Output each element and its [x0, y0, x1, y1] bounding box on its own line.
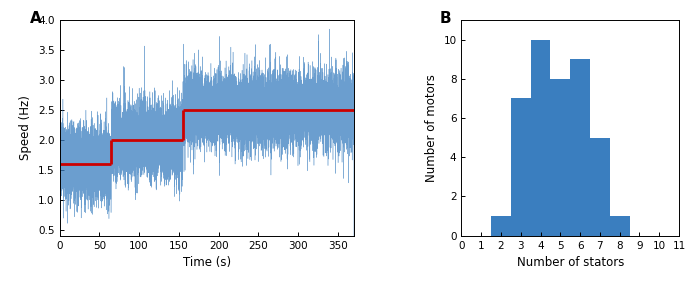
- Y-axis label: Number of motors: Number of motors: [425, 74, 438, 182]
- Bar: [491, 216, 511, 236]
- Bar: [590, 138, 610, 236]
- Bar: [531, 39, 550, 236]
- Text: B: B: [440, 11, 452, 26]
- X-axis label: Time (s): Time (s): [183, 256, 231, 269]
- Y-axis label: Speed (Hz): Speed (Hz): [20, 95, 32, 160]
- X-axis label: Number of stators: Number of stators: [517, 256, 624, 269]
- Bar: [610, 216, 629, 236]
- Bar: [511, 98, 531, 236]
- Bar: [550, 79, 570, 236]
- Text: A: A: [30, 11, 42, 26]
- Bar: [570, 59, 590, 236]
